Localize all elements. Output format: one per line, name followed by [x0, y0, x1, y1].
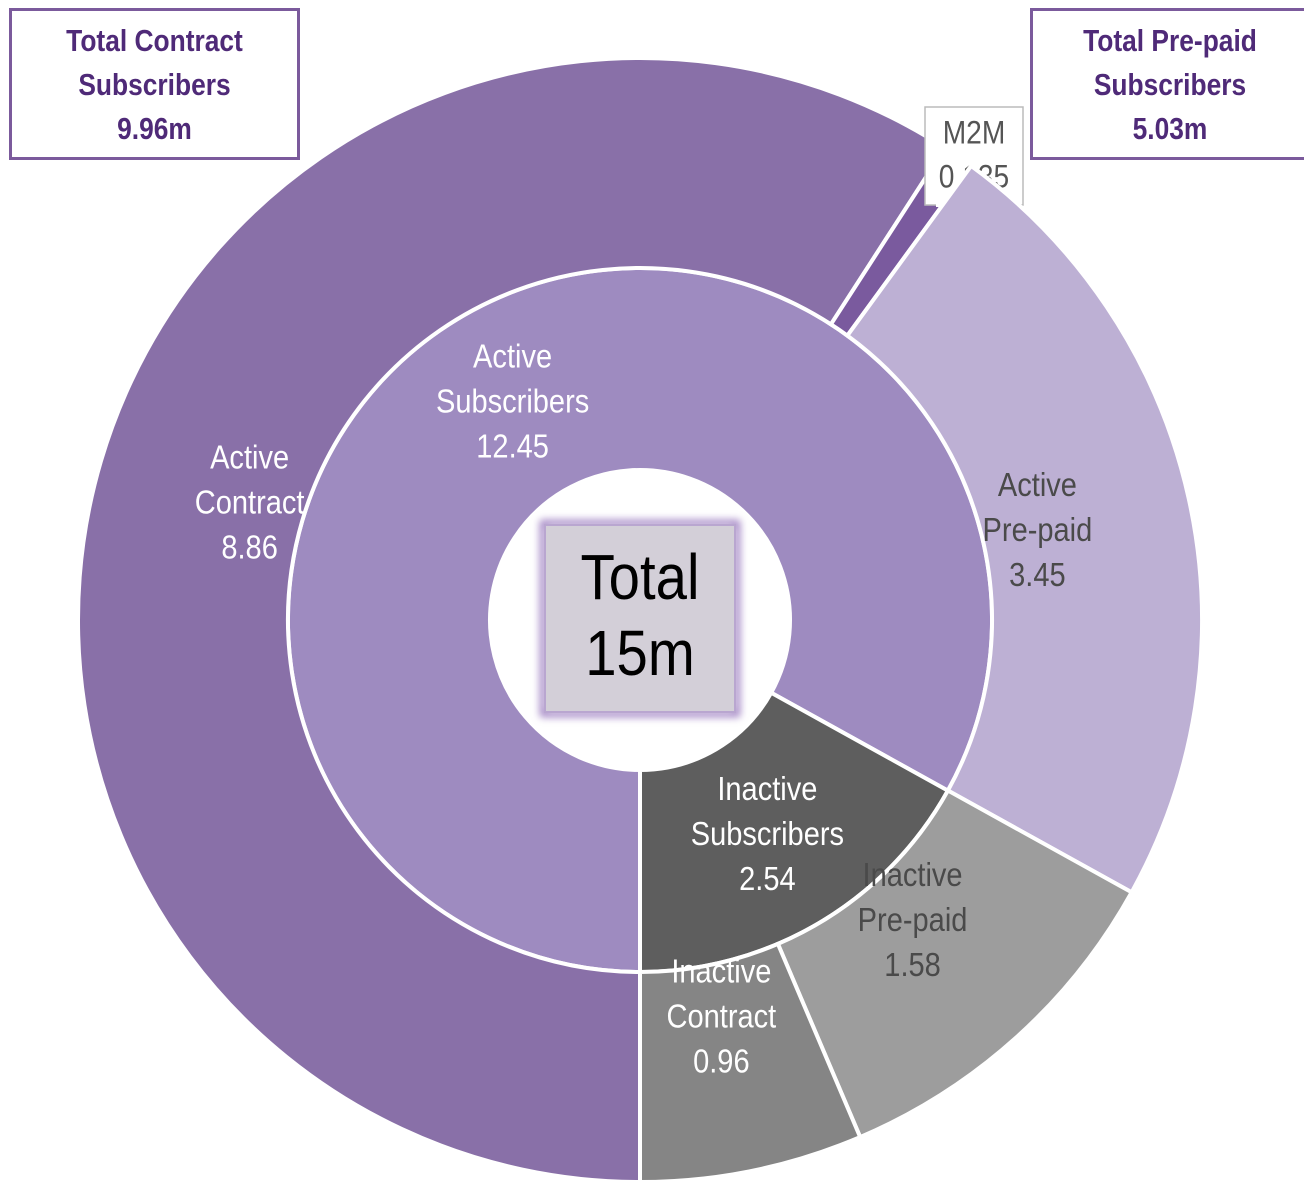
callout-line: 9.96m — [117, 111, 192, 146]
slice-value: 1.58 — [884, 946, 941, 983]
slice-value: 8.86 — [221, 529, 278, 566]
slice-label: Active — [473, 338, 552, 375]
slice-value: 2.54 — [739, 860, 796, 897]
slice-value: 0.96 — [693, 1043, 750, 1080]
slice-label: Contract — [195, 484, 305, 521]
callout-line: Subscribers — [1093, 67, 1247, 102]
center-label: Total — [581, 541, 700, 613]
slice-label: Pre-paid — [858, 901, 968, 938]
ring-slice — [76, 56, 948, 1181]
slice-value: 3.45 — [1009, 556, 1066, 593]
callout-line: Subscribers — [78, 67, 231, 102]
slice-label: Inactive — [863, 856, 963, 893]
center-box — [544, 524, 736, 713]
slice-label: M2M — [943, 116, 1006, 151]
slice-label: Pre-paid — [983, 511, 1093, 548]
center-glow — [540, 520, 740, 717]
callout-line: 5.03m — [1132, 111, 1208, 146]
slice-label: Subscribers — [691, 815, 844, 852]
slice-label: Inactive — [671, 953, 771, 990]
ring-slice — [638, 941, 863, 1181]
callout-line: Total Contract — [66, 23, 243, 58]
prepaid-callout: Total Pre-paid Subscribers 5.03m — [1030, 8, 1304, 160]
slice-label: Active — [998, 466, 1077, 503]
slice-label: Subscribers — [436, 383, 589, 420]
callout-line: Total Pre-paid — [1083, 23, 1257, 58]
slice-label: Active — [210, 439, 289, 476]
slice-label: Inactive — [717, 770, 817, 807]
center-label: 15m — [585, 617, 695, 689]
slice-value: 12.45 — [476, 428, 549, 465]
slice-label: Contract — [666, 998, 776, 1035]
ring-slice — [844, 163, 1204, 896]
contract-callout: Total Contract Subscribers 9.96m — [9, 8, 300, 160]
